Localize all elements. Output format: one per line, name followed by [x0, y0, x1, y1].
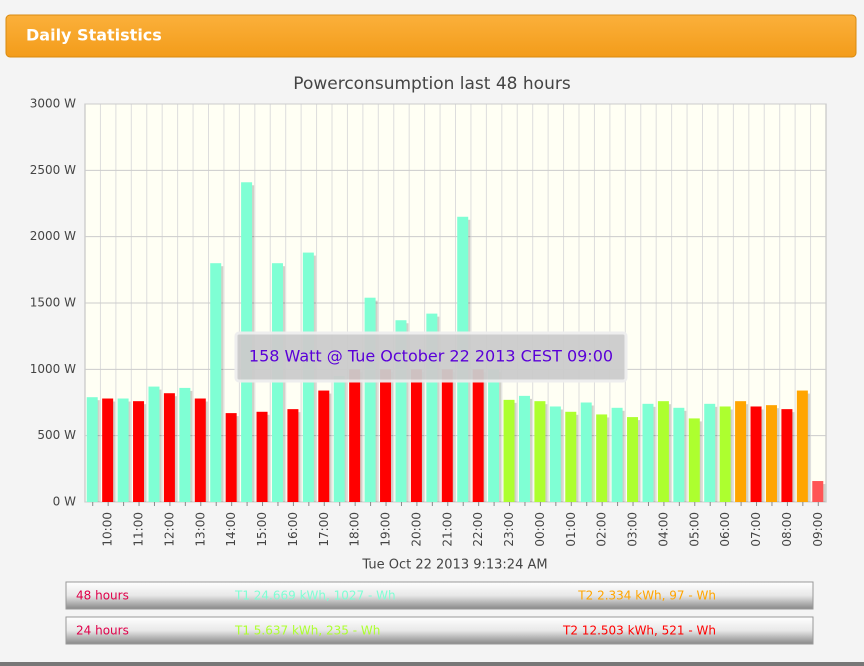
x-tick-label: 07:00	[749, 512, 763, 547]
summary-t2: T2 12.503 kWh, 521 - Wh	[562, 624, 716, 638]
bar	[627, 417, 639, 502]
bar	[148, 386, 160, 502]
summary-t2: T2 2.334 kWh, 97 - Wh	[577, 589, 716, 603]
bar	[580, 402, 592, 502]
x-tick-label: 05:00	[687, 512, 701, 547]
x-tick-label: 09:00	[811, 512, 825, 547]
x-tick-label: 21:00	[440, 512, 454, 547]
bar	[102, 398, 114, 502]
bar	[194, 398, 206, 502]
y-tick-label: 2000 W	[30, 229, 76, 243]
y-tick-label: 2500 W	[30, 163, 76, 177]
summary-bar	[65, 616, 814, 645]
x-tick-label: 16:00	[286, 512, 300, 547]
x-tick-label: 02:00	[595, 512, 609, 547]
x-tick-label: 15:00	[255, 512, 269, 547]
bar	[441, 369, 453, 502]
bar	[565, 411, 577, 502]
bar	[210, 263, 222, 502]
dialog-title: Daily Statistics	[26, 26, 162, 45]
bar	[410, 369, 422, 502]
tooltip-text: 158 Watt @ Tue October 22 2013 CEST 09:0…	[249, 347, 613, 366]
bar	[704, 403, 716, 502]
summary-label: 48 hours	[76, 589, 129, 603]
bar	[796, 390, 808, 502]
bar	[518, 395, 530, 502]
bar	[86, 397, 98, 502]
bar	[256, 411, 268, 502]
bar	[673, 407, 685, 502]
bar	[380, 369, 392, 502]
x-tick-label: 17:00	[317, 512, 331, 547]
bar	[688, 418, 700, 502]
y-tick-label: 1000 W	[30, 362, 76, 376]
x-tick-label: 10:00	[101, 512, 115, 547]
bar	[735, 401, 747, 502]
x-tick-label: 08:00	[780, 512, 794, 547]
bar	[750, 406, 762, 502]
bar	[225, 413, 237, 502]
x-tick-label: 19:00	[379, 512, 393, 547]
y-tick-label: 1500 W	[30, 296, 76, 310]
bar	[765, 405, 777, 502]
x-tick-label: 22:00	[471, 512, 485, 547]
bar	[503, 399, 515, 502]
x-tick-label: 04:00	[656, 512, 670, 547]
bar	[349, 369, 361, 502]
x-axis-label: Tue Oct 22 2013 9:13:24 AM	[361, 558, 547, 573]
bar	[426, 313, 438, 502]
x-tick-label: 14:00	[224, 512, 238, 547]
y-tick-label: 500 W	[37, 428, 76, 442]
bar	[781, 409, 793, 502]
summary: 48 hours T1 24.669 kWh, 1027 - Wh T2 2.334…	[65, 581, 814, 645]
x-tick-label: 20:00	[409, 512, 423, 547]
chart-title: Powerconsumption last 48 hours	[293, 74, 571, 94]
bar	[488, 369, 500, 502]
bar	[611, 407, 623, 502]
summary-label: 24 hours	[76, 624, 129, 638]
grid	[85, 103, 826, 503]
y-tick-label: 0 W	[53, 495, 76, 509]
x-tick-label: 18:00	[348, 512, 362, 547]
bar	[472, 369, 484, 502]
bar	[395, 320, 407, 502]
bar	[271, 263, 283, 502]
bar	[163, 393, 175, 502]
bar	[642, 403, 654, 502]
x-tick-label: 12:00	[162, 512, 176, 547]
bar	[133, 401, 145, 502]
tooltip: 158 Watt @ Tue October 22 2013 CEST 09:0…	[234, 331, 628, 383]
x-tick-label: 01:00	[564, 512, 578, 547]
bar	[596, 414, 608, 502]
tooltip-box	[234, 331, 628, 383]
axis: 0 W 500 W 1000 W 1500 W 2000 W 2500 W 3000 W 10…	[30, 97, 825, 547]
x-tick-label: 13:00	[193, 512, 207, 547]
x-tick-label: 23:00	[502, 512, 516, 547]
summary-t1: T1 5.637 kWh, 235 - Wh	[234, 624, 380, 638]
bar	[318, 390, 330, 502]
bar	[719, 406, 731, 502]
dialog-header	[5, 14, 857, 58]
bar	[549, 406, 561, 502]
summary-bar	[65, 581, 814, 610]
x-tick-label: 03:00	[626, 512, 640, 547]
bar	[657, 401, 669, 502]
bar	[117, 398, 129, 502]
summary-t1: T1 24.669 kWh, 1027 - Wh	[234, 589, 396, 603]
bar	[287, 409, 299, 502]
bar	[179, 387, 191, 502]
bar	[333, 375, 345, 502]
bar	[812, 481, 824, 502]
x-tick-label: 00:00	[533, 512, 547, 547]
bar	[364, 297, 376, 502]
y-tick-label: 3000 W	[30, 97, 76, 111]
x-tick-label: 06:00	[718, 512, 732, 547]
x-tick-label: 11:00	[132, 512, 146, 547]
bar	[534, 401, 546, 502]
